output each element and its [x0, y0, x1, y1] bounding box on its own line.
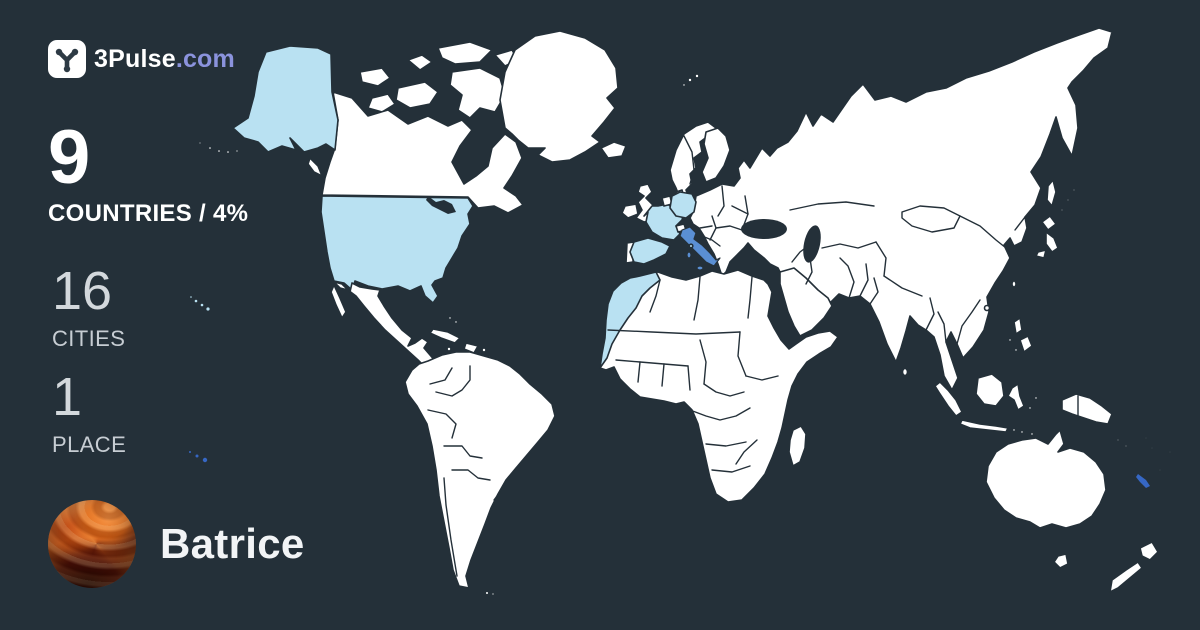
map-borders-asia	[699, 185, 1026, 345]
map-territory-french-polynesia	[189, 451, 208, 463]
countries-value: 9	[48, 115, 91, 200]
stat-places: 1 PLACE	[48, 370, 126, 458]
map-island-corsica	[688, 243, 694, 249]
map-islands-hawaii	[188, 294, 212, 313]
user-profile: Batrice	[48, 500, 305, 588]
map-islands-svalbard	[681, 73, 700, 88]
map-island-madagascar	[788, 425, 807, 467]
countries-label: COUNTRIES / 4%	[48, 200, 249, 228]
places-label: PLACE	[52, 432, 127, 457]
stat-cities: 16 CITIES	[48, 264, 125, 352]
map-island-sicily	[696, 265, 704, 271]
cities-value: 16	[52, 261, 113, 321]
map-region-baja	[330, 284, 347, 319]
map-country-finland	[701, 127, 731, 183]
map-great-lakes	[426, 196, 456, 214]
map-region-south-america	[404, 351, 556, 589]
stat-countries: 9 COUNTRIES / 4%	[48, 115, 249, 228]
map-islands-falkland	[484, 590, 496, 597]
map-country-iceland	[600, 141, 627, 159]
brand-tld: .com	[175, 44, 235, 73]
map-region-alaska	[232, 45, 339, 153]
cities-label: CITIES	[52, 326, 126, 351]
map-country-canada	[321, 91, 524, 214]
map-country-new-zealand	[1109, 541, 1159, 593]
map-country-germany	[669, 191, 697, 219]
map-region-indonesia	[934, 373, 1039, 437]
map-island-sakhalin	[1046, 179, 1057, 207]
map-island-sardinia	[686, 251, 692, 259]
map-region-morocco-western-sahara	[599, 271, 661, 369]
map-island-vancouver	[307, 157, 323, 177]
map-island-sri-lanka	[901, 367, 909, 377]
user-name: Batrice	[160, 520, 305, 567]
places-value: 1	[52, 367, 83, 427]
pulse-logo-icon	[48, 40, 86, 78]
map-island-taiwan	[1011, 280, 1017, 288]
map-caspian-sea	[803, 225, 821, 263]
map-borders-south-america	[427, 365, 501, 577]
map-country-australia	[985, 429, 1107, 529]
map-border-scandinavia	[683, 135, 695, 185]
map-region-eurasia	[689, 27, 1113, 391]
map-territory-new-caledonia	[1136, 474, 1150, 488]
map-islands-aleutian	[197, 140, 240, 155]
map-country-ireland	[621, 203, 639, 219]
avatar	[48, 500, 136, 588]
map-region-africa	[599, 269, 839, 503]
map-island-hainan	[983, 304, 991, 312]
map-country-spain	[629, 237, 671, 265]
brand-logo: 3Pulse.com	[48, 40, 235, 78]
map-borders-africa	[607, 276, 779, 473]
brand-name: 3Pulse.com	[94, 45, 235, 74]
brand-main: 3Pulse	[94, 44, 176, 73]
map-region-canada-arctic-islands	[359, 41, 519, 119]
map-country-usa	[320, 195, 474, 304]
map-country-italy	[679, 226, 721, 267]
map-island-new-guinea	[1061, 393, 1113, 425]
map-country-japan	[1035, 188, 1077, 259]
map-country-philippines	[1007, 317, 1033, 353]
map-islands-pacific	[1116, 436, 1172, 472]
map-country-greenland	[499, 30, 619, 163]
map-island-tasmania	[1053, 553, 1069, 569]
